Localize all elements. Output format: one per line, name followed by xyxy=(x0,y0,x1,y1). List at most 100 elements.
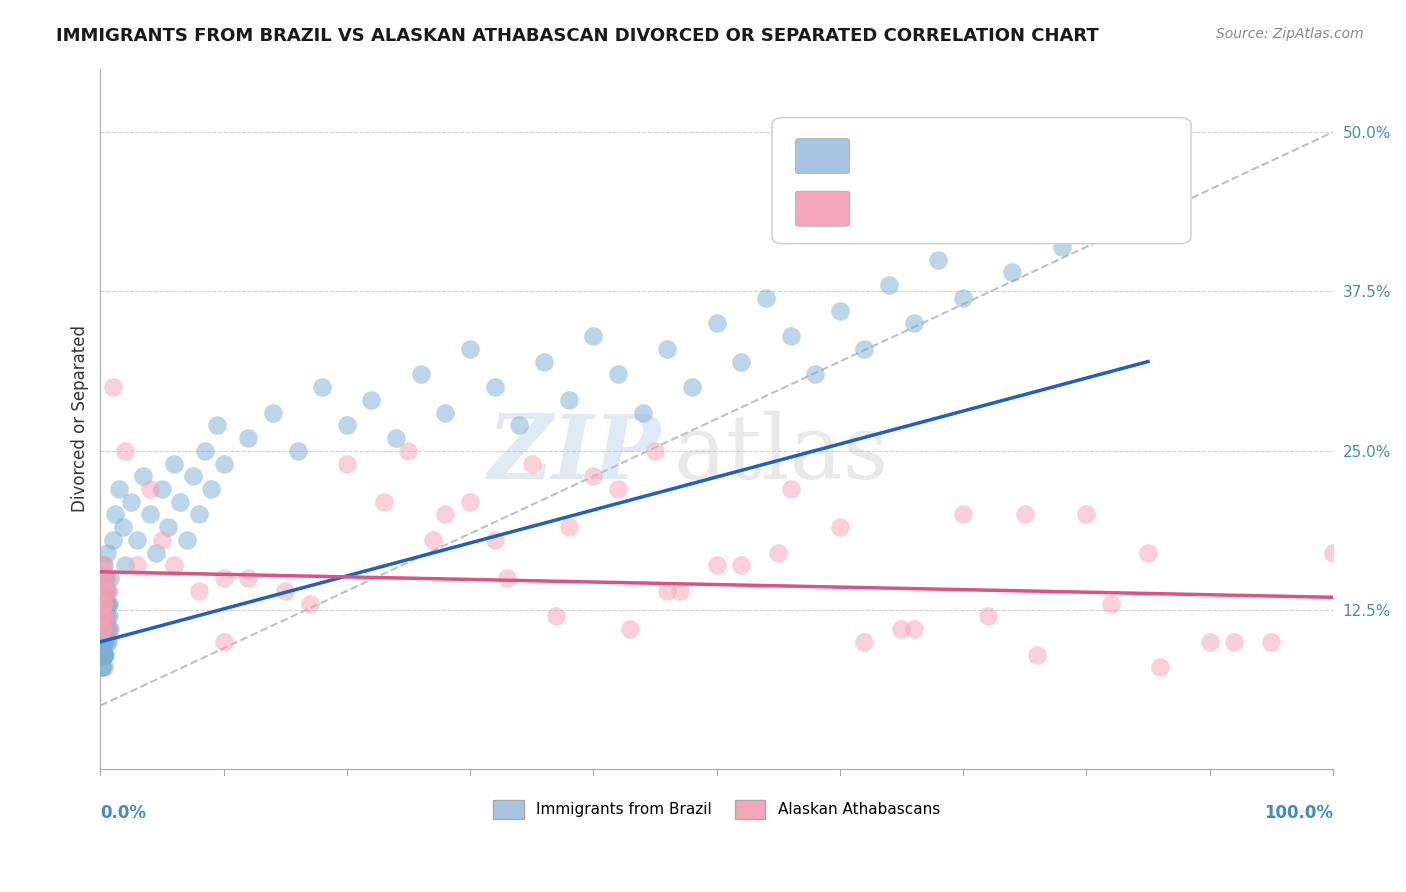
Point xyxy=(557,392,579,407)
Text: 100.0%: 100.0% xyxy=(1264,805,1333,822)
Point xyxy=(93,635,115,649)
Point xyxy=(91,597,114,611)
Point xyxy=(176,533,198,547)
Point xyxy=(730,354,752,368)
Point xyxy=(94,583,117,598)
Text: R = -0.084: R = -0.084 xyxy=(856,202,945,216)
Point xyxy=(668,583,690,598)
Point xyxy=(93,597,115,611)
Point xyxy=(194,443,217,458)
Point xyxy=(409,368,432,382)
Point xyxy=(207,418,229,433)
Y-axis label: Divorced or Separated: Divorced or Separated xyxy=(72,326,89,512)
Point xyxy=(853,342,876,356)
Point xyxy=(97,622,120,636)
Point xyxy=(434,508,457,522)
Point xyxy=(779,482,801,496)
Point xyxy=(98,583,121,598)
Point xyxy=(94,622,117,636)
Point xyxy=(607,368,630,382)
Point xyxy=(91,648,114,662)
Point xyxy=(163,457,186,471)
Point xyxy=(287,443,309,458)
Point xyxy=(93,660,115,674)
Point xyxy=(96,571,118,585)
Point xyxy=(422,533,444,547)
Point xyxy=(607,482,630,496)
Point xyxy=(94,609,117,624)
Point xyxy=(976,609,998,624)
Point xyxy=(93,558,115,573)
Point xyxy=(90,609,112,624)
Point xyxy=(779,329,801,343)
Legend: Immigrants from Brazil, Alaskan Athabascans: Immigrants from Brazil, Alaskan Athabasc… xyxy=(488,794,946,825)
Point xyxy=(90,635,112,649)
Point xyxy=(458,342,481,356)
Point xyxy=(96,546,118,560)
Point xyxy=(298,597,321,611)
Point xyxy=(890,622,912,636)
Point xyxy=(311,380,333,394)
Point xyxy=(150,533,173,547)
Text: IMMIGRANTS FROM BRAZIL VS ALASKAN ATHABASCAN DIVORCED OR SEPARATED CORRELATION C: IMMIGRANTS FROM BRAZIL VS ALASKAN ATHABA… xyxy=(56,27,1099,45)
Point xyxy=(91,635,114,649)
Text: ZIP: ZIP xyxy=(488,410,661,497)
Point xyxy=(96,609,118,624)
Point xyxy=(903,622,925,636)
Point xyxy=(97,622,120,636)
Point xyxy=(150,482,173,496)
Point xyxy=(90,635,112,649)
Point xyxy=(657,342,679,356)
Point xyxy=(93,635,115,649)
Text: N = 118: N = 118 xyxy=(1012,149,1080,163)
Point xyxy=(120,494,142,508)
Point xyxy=(520,457,543,471)
Point xyxy=(1099,214,1122,228)
Point xyxy=(101,380,124,394)
Point xyxy=(755,291,778,305)
Point xyxy=(90,583,112,598)
Point xyxy=(1001,265,1024,279)
Point xyxy=(360,392,382,407)
Point xyxy=(557,520,579,534)
Point xyxy=(1198,635,1220,649)
Point xyxy=(1223,635,1246,649)
Point xyxy=(582,329,605,343)
Point xyxy=(91,609,114,624)
Point xyxy=(163,558,186,573)
Point xyxy=(631,405,654,419)
Point xyxy=(97,597,120,611)
Point xyxy=(93,597,115,611)
Text: atlas: atlas xyxy=(673,410,889,498)
Point xyxy=(533,354,555,368)
Point xyxy=(212,457,235,471)
Point xyxy=(93,635,115,649)
Point xyxy=(644,443,666,458)
Text: 0.0%: 0.0% xyxy=(100,805,146,822)
Point xyxy=(434,405,457,419)
Point xyxy=(96,597,118,611)
Point xyxy=(508,418,530,433)
Point xyxy=(181,469,204,483)
FancyBboxPatch shape xyxy=(796,138,849,174)
Point xyxy=(657,583,679,598)
Point xyxy=(93,597,115,611)
Point xyxy=(976,227,998,242)
Point xyxy=(94,648,117,662)
Point xyxy=(127,533,149,547)
Point xyxy=(97,622,120,636)
Point xyxy=(98,597,121,611)
Point xyxy=(336,457,359,471)
Point xyxy=(238,571,260,585)
Point xyxy=(1076,508,1098,522)
Point xyxy=(94,622,117,636)
Point xyxy=(681,380,703,394)
Point xyxy=(96,635,118,649)
Point xyxy=(91,597,114,611)
Point xyxy=(927,252,949,267)
Point xyxy=(828,520,851,534)
Point xyxy=(398,443,420,458)
Point xyxy=(546,609,568,624)
Point xyxy=(91,609,114,624)
Point xyxy=(138,508,160,522)
